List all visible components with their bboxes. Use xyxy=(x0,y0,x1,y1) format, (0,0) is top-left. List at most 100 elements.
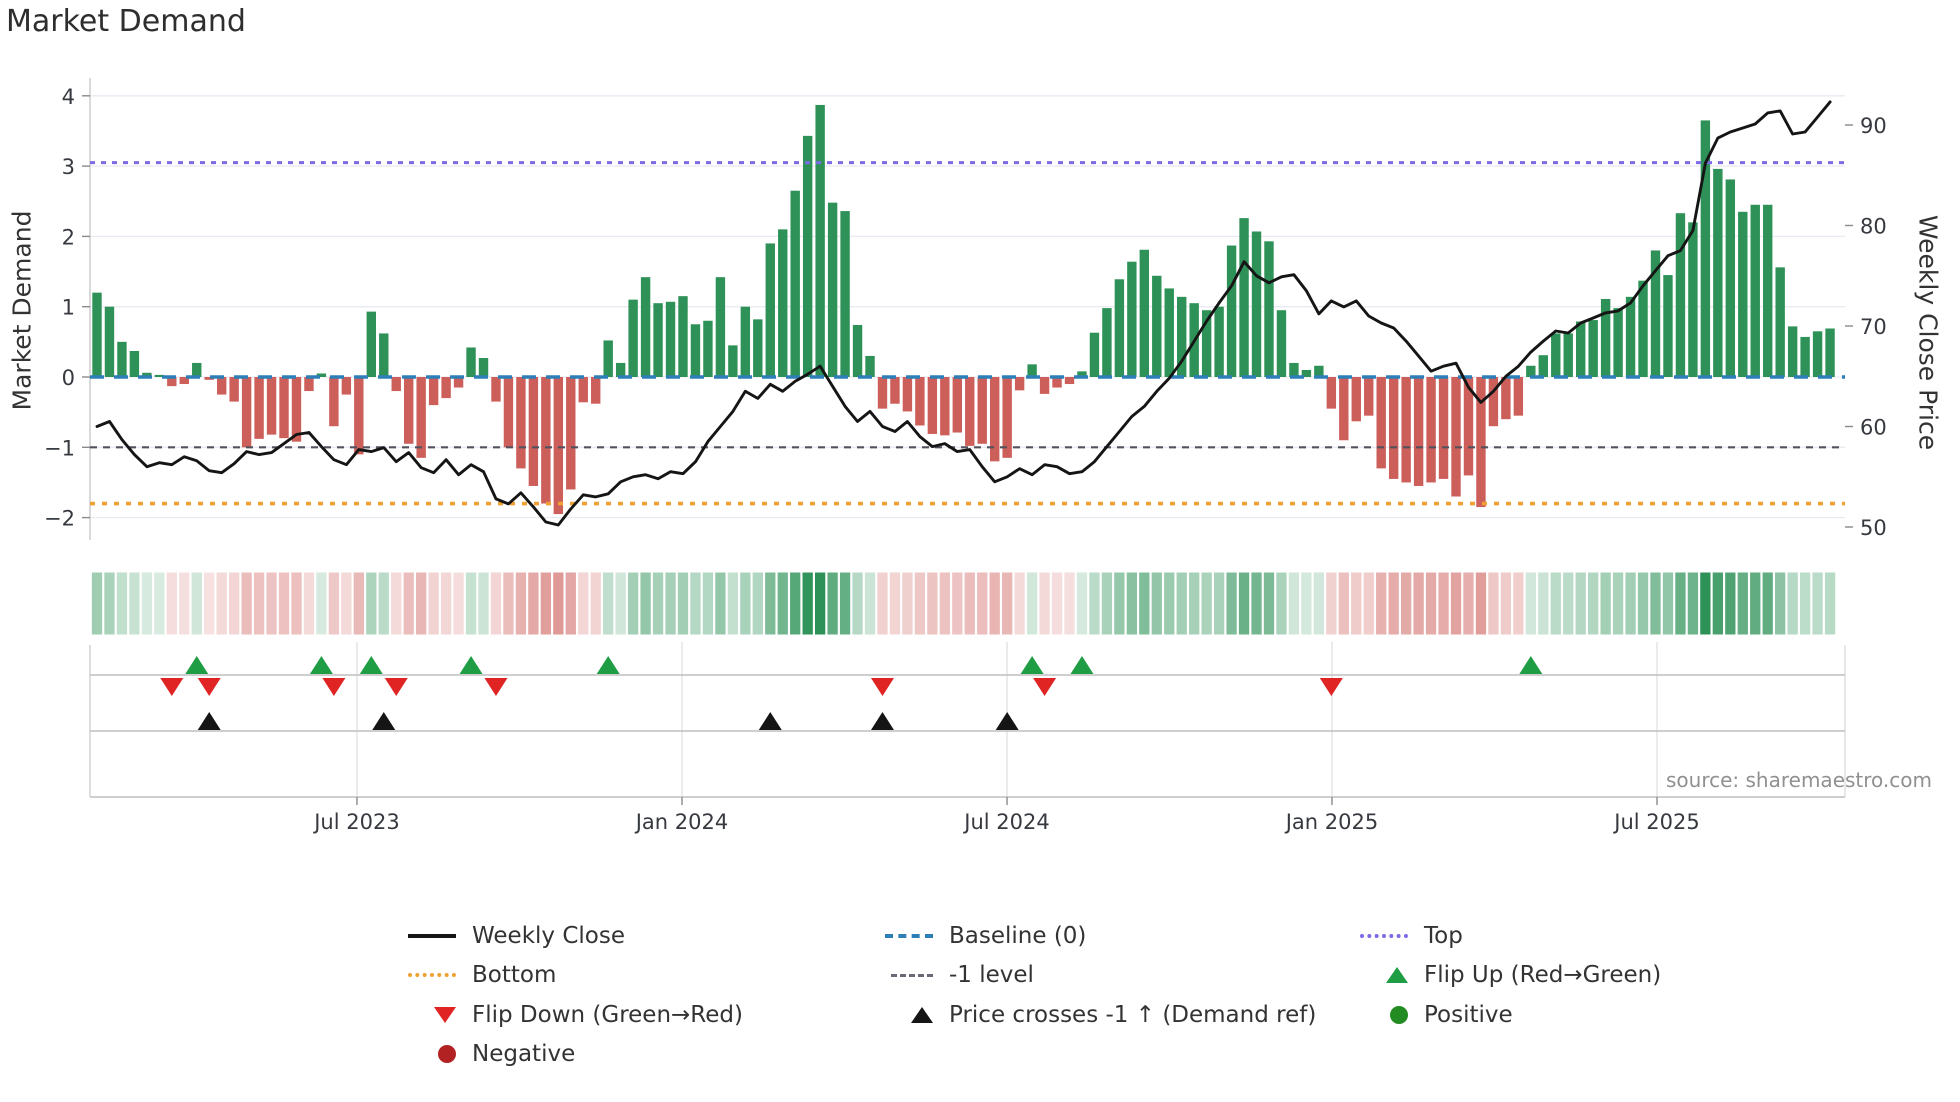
heatmap-cell xyxy=(989,572,1000,635)
heatmap-cell xyxy=(902,572,913,635)
legend-item-negative: Negative xyxy=(368,1035,743,1075)
demand-bar-positive xyxy=(728,345,738,377)
flip-down-marker xyxy=(1319,678,1343,696)
demand-bar-positive xyxy=(1775,267,1785,377)
heatmap-cell xyxy=(266,572,277,635)
demand-bar-negative xyxy=(1451,377,1461,497)
demand-bar-positive xyxy=(1289,362,1299,377)
negative-circle-icon xyxy=(368,1045,456,1064)
heatmap-cell xyxy=(1750,572,1761,635)
demand-bar-negative xyxy=(528,377,539,486)
price-cross-marker xyxy=(870,712,894,730)
flip-up-marker xyxy=(309,656,333,674)
heatmap-cell xyxy=(1288,572,1300,635)
demand-bar-positive xyxy=(1127,261,1137,377)
demand-bar-positive xyxy=(628,299,638,377)
heatmap-cell xyxy=(740,572,751,635)
heatmap-cell xyxy=(253,572,265,635)
legend-item-flip-down: Flip Down (Green→Red) xyxy=(368,995,743,1035)
heatmap-cell xyxy=(1039,572,1050,635)
heatmap-cell xyxy=(515,572,527,635)
heatmap-cell xyxy=(964,572,975,635)
demand-bar-positive xyxy=(154,374,165,377)
demand-bar-positive xyxy=(765,243,775,377)
heatmap-cell xyxy=(540,572,551,635)
heatmap-cell xyxy=(129,572,140,635)
legend-label: Flip Down (Green→Red) xyxy=(472,1001,743,1028)
demand-bar-positive xyxy=(1663,275,1673,377)
x-tick-label: Jul 2024 xyxy=(962,810,1049,834)
heatmap-cell xyxy=(1712,572,1723,635)
demand-bar-positive xyxy=(678,296,688,377)
heatmap-cell xyxy=(341,572,352,635)
demand-bar-negative xyxy=(1388,377,1399,479)
heatmap-cell xyxy=(465,572,477,635)
heatmap-cell xyxy=(677,572,689,635)
positive-circle-icon xyxy=(1320,1005,1408,1024)
demand-bar-negative xyxy=(1339,377,1349,441)
legend-label: Baseline (0) xyxy=(949,922,1087,949)
legend-item-positive: Positive xyxy=(1320,995,1661,1035)
demand-bar-negative xyxy=(1426,377,1436,483)
heatmap-cell xyxy=(179,572,190,635)
demand-bar-negative xyxy=(1064,377,1075,385)
legend-column-1: Weekly Close Bottom Flip Down (Green→Red… xyxy=(368,916,743,1074)
heatmap-cell xyxy=(1213,572,1225,635)
demand-bar-positive xyxy=(192,362,202,377)
demand-bar-positive xyxy=(1152,275,1162,377)
heatmap-cell xyxy=(665,572,676,635)
demand-bar-negative xyxy=(1463,377,1474,476)
demand-bar-positive xyxy=(1600,298,1611,377)
flip-up-marker xyxy=(1519,656,1543,674)
heatmap-cell xyxy=(216,572,227,635)
demand-bar-negative xyxy=(877,377,888,409)
heatmap-cell xyxy=(1612,572,1624,635)
demand-bar-positive xyxy=(466,347,476,377)
price-cross-marker xyxy=(758,712,782,730)
heatmap-cell xyxy=(1338,572,1349,635)
flip-up-marker xyxy=(1070,656,1094,674)
demand-bar-positive xyxy=(1575,321,1586,377)
heatmap-cell xyxy=(590,572,601,635)
heatmap-cell xyxy=(1799,572,1811,635)
legend-label: Negative xyxy=(472,1041,576,1068)
heatmap-cell xyxy=(603,572,614,635)
heatmap-cell xyxy=(827,572,838,635)
demand-bar-negative xyxy=(453,377,464,388)
heatmap-cell xyxy=(1089,572,1100,635)
flip-up-marker xyxy=(459,656,483,674)
top-line-icon xyxy=(1320,933,1408,938)
heatmap-cell xyxy=(852,572,863,635)
bottom-line-icon xyxy=(368,973,456,978)
heatmap-cell xyxy=(1762,572,1773,635)
heatmap-cell xyxy=(104,572,115,635)
demand-bar-positive xyxy=(1251,231,1262,377)
heatmap-cell xyxy=(1488,572,1499,635)
heatmap-cell xyxy=(1076,572,1088,635)
flip-up-marker xyxy=(185,656,209,674)
legend: Weekly Close Bottom Flip Down (Green→Red… xyxy=(0,916,1960,1086)
demand-bar-positive xyxy=(1526,365,1536,377)
demand-bar-negative xyxy=(254,377,264,439)
flip-up-triangle-icon xyxy=(1320,967,1408,984)
demand-bar-positive xyxy=(1725,179,1736,377)
heatmap-cell xyxy=(1737,572,1748,635)
heatmap-cell xyxy=(1725,572,1736,635)
demand-bar-negative xyxy=(1438,377,1449,479)
legend-label: Positive xyxy=(1424,1001,1513,1028)
heatmap-cell xyxy=(1189,572,1200,635)
legend-column-2: Baseline (0) -1 level Price crosses -1 ↑… xyxy=(845,916,1316,1035)
heatmap-cell xyxy=(1376,572,1387,635)
demand-bar-positive xyxy=(1538,355,1548,377)
price-cross-marker xyxy=(372,712,396,730)
price-cross-marker xyxy=(197,712,221,730)
heatmap-cell xyxy=(1513,572,1524,635)
demand-bar-positive xyxy=(379,333,389,377)
heatmap-cell xyxy=(1538,572,1549,635)
demand-bar-positive xyxy=(740,306,751,377)
legend-label: Price crosses -1 ↑ (Demand ref) xyxy=(949,1001,1317,1028)
demand-bar-positive xyxy=(104,306,115,377)
demand-bar-positive xyxy=(1226,245,1237,377)
heatmap-cell xyxy=(1263,572,1275,635)
heatmap-cell xyxy=(1164,572,1175,635)
